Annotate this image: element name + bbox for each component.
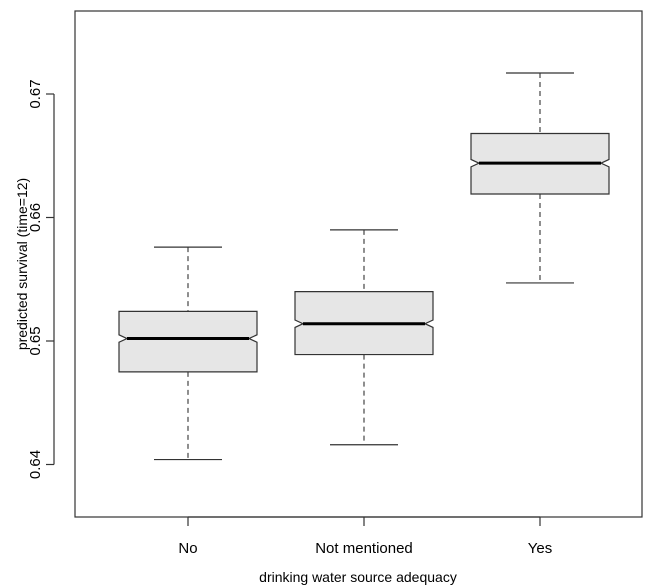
x-tick-label: Yes <box>528 540 552 557</box>
boxes-group <box>118 72 610 461</box>
x-tick-label: No <box>178 540 197 557</box>
y-axis-label: predicted survival (time=12) <box>14 178 30 350</box>
y-tick-label: 0.64 <box>27 450 44 479</box>
plot-frame <box>74 10 643 518</box>
y-axis: 0.64 0.65 0.66 0.67 <box>27 79 55 479</box>
y-tick-label: 0.65 <box>27 326 44 355</box>
y-tick-label: 0.66 <box>27 203 44 232</box>
x-axis-label: drinking water source adequacy <box>259 569 457 585</box>
y-tick-label: 0.67 <box>27 79 44 108</box>
x-axis: No Not mentioned Yes <box>178 516 552 557</box>
x-tick-label: Not mentioned <box>315 540 413 557</box>
box-no <box>118 310 258 373</box>
